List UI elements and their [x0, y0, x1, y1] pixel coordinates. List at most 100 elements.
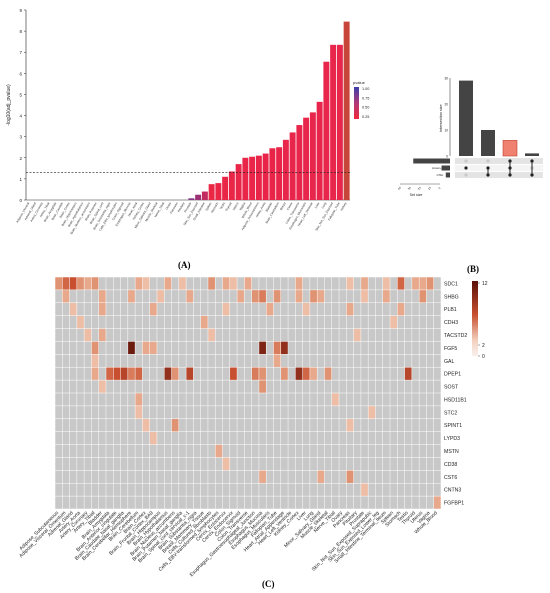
x-tick-label: Testis: [219, 201, 227, 210]
bar: [303, 117, 310, 200]
x-tick-label: Pituitary: [177, 201, 186, 213]
row-label: CST6: [444, 475, 457, 481]
bar: [235, 164, 242, 200]
heatmap-cell: [229, 277, 238, 290]
heatmap-cell: [237, 289, 245, 303]
matrix-row-bg: [455, 158, 543, 164]
heatmap-cell: [207, 277, 216, 290]
y-tick-label: 3: [19, 135, 22, 140]
legend-colorbar: [354, 87, 359, 119]
panel-label-b: (B): [467, 264, 479, 274]
panel-a-bar-chart: 0123456789-log10(adj_pvalue)Adipose_Visc…: [6, 8, 369, 235]
matrix-row-bg: [455, 172, 543, 178]
heatmap-cell: [258, 289, 267, 303]
heatmap-cell: [360, 289, 369, 303]
y-tick-label: 1: [19, 177, 22, 182]
intersection-axis-label: intersection size: [439, 104, 443, 131]
heatmap-cell: [178, 277, 187, 290]
heatmap-cell: [135, 405, 143, 419]
heatmap-cell: [353, 328, 361, 342]
x-tick-label: Stomach: [210, 201, 220, 214]
heatmap-cell: [346, 418, 354, 432]
bar: [262, 153, 269, 200]
heatmap-cell: [266, 302, 274, 316]
heatmap-cell: [244, 277, 252, 290]
row-label: TACSTD2: [444, 333, 467, 339]
y-tick-label: 5: [19, 92, 22, 97]
heatmap-cell: [222, 457, 230, 471]
set-size-axis-label: Set size: [410, 193, 423, 197]
matrix-dot: [464, 173, 468, 177]
heatmap-cell: [397, 277, 405, 290]
heatmap-cell: [142, 277, 150, 290]
heatmap-cell: [317, 289, 325, 303]
legend-tick-label: 12: [482, 281, 488, 287]
set-label: known-genes: [432, 166, 448, 170]
heatmap-cell: [251, 367, 259, 381]
heatmap-cell: [360, 483, 369, 497]
heatmap-cell: [98, 328, 106, 342]
heatmap-cell: [302, 367, 310, 381]
heatmap-cell: [127, 289, 136, 303]
heatmap-cell: [200, 315, 208, 329]
x-tick-label: Thyroid: [224, 201, 233, 212]
heatmap-cell: [382, 289, 391, 303]
y-tick-label: 8: [19, 29, 22, 34]
heatmap-cell: [280, 341, 289, 355]
set-label: GTEx: [437, 173, 444, 177]
y-tick-label: 6: [19, 71, 22, 76]
row-label: SPINT1: [444, 423, 462, 429]
set-size-bar: [441, 165, 450, 171]
heatmap-cell: [258, 470, 267, 484]
intersection-tick-label: 30: [444, 77, 448, 81]
row-label: HSD11B1: [444, 397, 467, 403]
bar: [336, 44, 343, 201]
x-tick-label: Lung: [320, 201, 327, 209]
x-tick-label: Liver: [314, 202, 321, 210]
heatmap-cell: [186, 289, 194, 303]
x-tick-label: Nerve_Tibial: [153, 201, 165, 218]
row-label: GAL: [444, 359, 454, 365]
x-tick-label: Pancreas: [169, 201, 179, 214]
heatmap-cell: [368, 405, 376, 419]
heatmap-cell: [346, 470, 354, 484]
bar: [208, 184, 215, 200]
intersection-bar: [459, 80, 473, 156]
matrix-dot: [464, 159, 468, 163]
heatmap-cell: [62, 277, 70, 290]
heatmap-cell: [171, 418, 179, 432]
bar: [228, 171, 235, 200]
bar: [282, 139, 289, 200]
heatmap-cell: [295, 289, 303, 303]
heatmap-cell: [397, 302, 405, 316]
row-label: STC2: [444, 410, 457, 416]
bar: [188, 198, 195, 200]
set-size-tick-label: 20: [417, 185, 422, 190]
heatmap-cell: [222, 277, 230, 290]
heatmap-cell: [280, 367, 289, 381]
heatmap-cell: [76, 315, 85, 329]
x-tick-label: Heart_Atrial: [127, 201, 139, 217]
x-tick-label: Uterus: [232, 201, 240, 211]
heatmap-cell: [404, 367, 412, 381]
heatmap-cell: [295, 277, 303, 290]
x-tick-label: Cervix: [286, 201, 294, 211]
heatmap-cell: [113, 367, 121, 381]
set-size-bar: [445, 172, 450, 178]
heatmap-cell: [98, 380, 106, 393]
heatmap-cell: [91, 354, 99, 368]
legend-tick-label: 2: [482, 343, 485, 349]
bar: [242, 157, 249, 200]
row-label: CNTN3: [444, 488, 461, 494]
heatmap-cell: [91, 341, 99, 355]
set-size-bar: [413, 158, 450, 164]
panel-label-a: (A): [178, 260, 191, 270]
heatmap-cell: [149, 431, 157, 445]
set-size-tick-label: 30: [407, 185, 412, 190]
row-label: FGF5: [444, 346, 457, 352]
heatmap-cell: [229, 367, 238, 381]
row-label: CDH3: [444, 320, 458, 326]
heatmap-cell: [273, 289, 281, 303]
row-label: SHBG: [444, 294, 459, 300]
